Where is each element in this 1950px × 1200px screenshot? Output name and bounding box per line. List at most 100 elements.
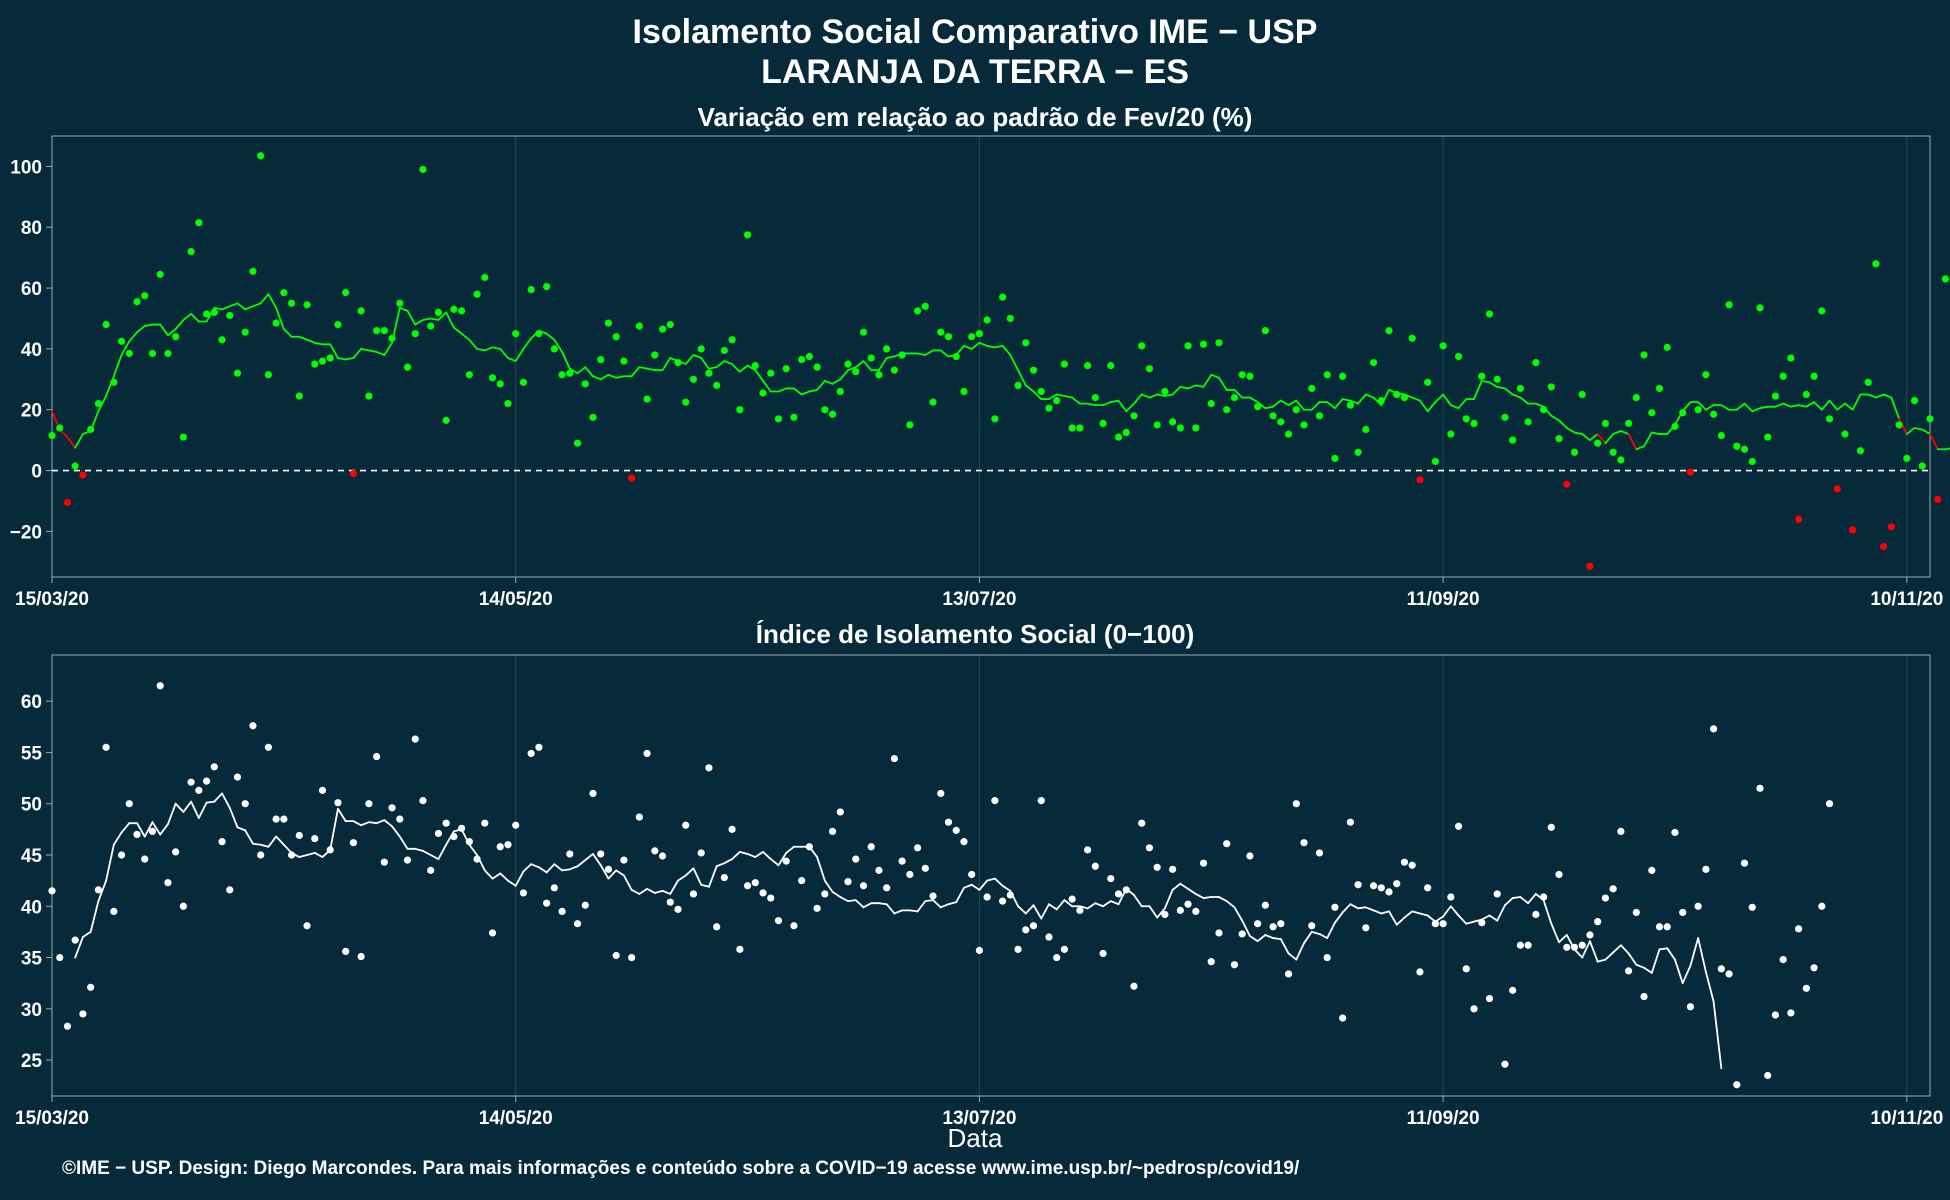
panel-1-moving-average-segment [313,341,324,346]
panel-2-moving-average-segment [1681,964,1692,985]
panel-1-data-point [218,336,226,344]
panel-1-data-point [172,333,180,341]
panel-1-data-point [1941,275,1950,283]
panel-1-moving-average-segment [746,364,757,372]
panel-1-moving-average-segment [1751,407,1761,413]
panel-1-moving-average-segment [468,338,478,350]
panel-1-data-point [651,351,659,359]
panel-1-data-point [1779,372,1787,380]
panel-1-data-point [1084,362,1092,370]
panel-2-moving-average-segment [638,887,648,895]
panel-1-data-point [1864,378,1872,386]
panel-2-data-point [998,897,1007,905]
panel-1-moving-average-segment [1055,393,1066,397]
panel-2-data-point [280,815,288,823]
panel-2-moving-average-segment [947,901,958,906]
panel-1-data-point [875,371,883,379]
panel-2-moving-average-segment [692,867,703,886]
panel-2-moving-average-segment [136,822,146,838]
panel-1-moving-average-segment [236,302,247,311]
panel-1-moving-average-segment [1635,445,1645,451]
panel-2-data-point [303,922,311,930]
panel-2-data-point [651,847,659,855]
panel-1-moving-average-segment [306,338,316,344]
panel-2-moving-average-segment [1666,947,1676,961]
panel-2-data-point [1060,945,1069,953]
panel-1-moving-average-segment [344,357,355,361]
panel-2-moving-average-segment [700,883,710,888]
panel-1-data-point [1918,462,1926,470]
panel-2-data-point [674,905,682,913]
panel-1-moving-average-segment [414,319,424,326]
panel-2-data-point [527,749,535,758]
panel-2-moving-average-segment [197,801,208,819]
panel-1-data-point [1308,384,1316,393]
panel-1-data-point [913,307,922,315]
panel-2-moving-average-segment [1055,899,1066,911]
panel-2-data-point [1795,925,1803,933]
panel-2-data-point [1230,961,1239,969]
panel-2-data-point [952,826,960,834]
panel-1-data-point [380,327,388,335]
panel-1-moving-average-segment [1534,402,1545,408]
panel-2-data-point [1107,874,1115,883]
panel-1-moving-average-segment [1279,399,1290,407]
panel-1-moving-average-segment [282,328,293,338]
panel-1-data-point [1331,454,1339,462]
panel-1-data-point [63,498,72,507]
panel-2-moving-average-segment [1094,902,1104,908]
panel-2-data-point [767,894,775,902]
panel-2-moving-average-segment [1658,947,1669,951]
panel-2-data-point [1547,823,1555,831]
panel-1-moving-average-segment [1071,396,1081,405]
panel-2-moving-average-segment [1457,914,1468,925]
panel-1-moving-average-segment [1272,399,1282,408]
panel-1-moving-average-segment [576,366,587,375]
panel-2-data-point [1393,880,1401,888]
panel-1-data-point [442,416,450,424]
panel-1-data-point [1818,307,1826,315]
panel-2-data-point [937,789,945,798]
panel-1-data-point [674,358,682,367]
panel-1-data-point [1207,400,1215,408]
panel-2-moving-average-segment [82,931,92,938]
panel-2-data-point [813,904,821,912]
panel-2-moving-average-segment [360,821,370,827]
panel-2-moving-average-segment [1589,940,1599,963]
panel-2-data-point [1176,906,1184,914]
panel-1-moving-average-segment [213,306,223,311]
panel-1-data-point [1524,418,1532,426]
panel-1-data-point [1223,406,1231,414]
panel-2-moving-average-segment [1612,944,1622,954]
panel-2-data-point [372,752,381,761]
panel-2-moving-average-segment [182,800,193,813]
panel-2-moving-average-segment [1233,906,1244,922]
panel-2-moving-average-segment [383,819,393,828]
panel-2-data-point [620,856,628,864]
panel-2-data-point [202,777,211,785]
panel-2-moving-average-segment [939,903,950,909]
panel-1-data-point [1323,371,1331,379]
title-line-1: Isolamento Social Comparativo IME − USP [632,13,1318,51]
panel-1-data-point [48,431,56,440]
panel-1-data-point [890,366,898,374]
panel-1-data-point [1400,393,1409,402]
panel-2-moving-average-segment [1171,882,1182,891]
panel-2-data-point [535,743,543,751]
panel-2-data-point [226,886,234,894]
panel-1-data-point [1462,415,1470,423]
panel-1-data-point [465,371,473,379]
panel-2-data-point [465,838,473,846]
panel-2-data-point [751,879,759,887]
panel-2-data-point [720,873,728,882]
panel-2-data-point [1771,1011,1780,1019]
panel-2-data-point [434,829,443,838]
panel-2-moving-average-segment [823,879,834,893]
panel-1-moving-average-segment [661,357,672,372]
panel-2-moving-average-segment [507,879,517,887]
panel-2-moving-average-segment [615,869,625,877]
panel-1-moving-average-segment [970,341,981,350]
panel-2-data-point [1570,943,1579,951]
panel-1-moving-average-segment [1187,384,1197,390]
panel-1-data-point [635,322,643,330]
